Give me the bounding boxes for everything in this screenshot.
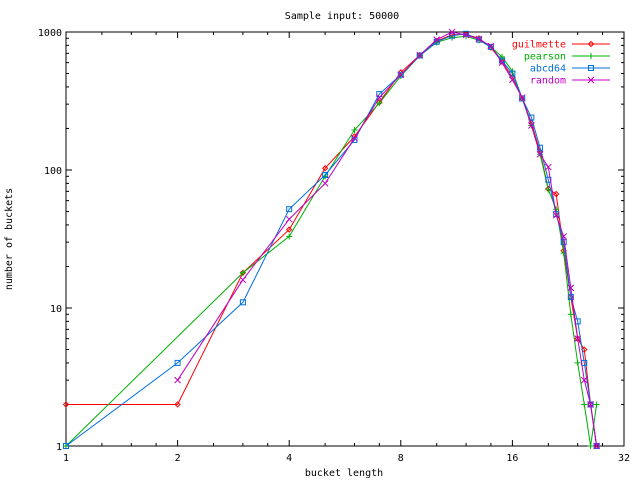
plot-frame [65, 31, 625, 447]
data-point [475, 35, 483, 43]
data-point [574, 335, 582, 342]
x-tick-label: 8 [398, 453, 404, 464]
y-tick-label: 1000 [38, 28, 62, 39]
data-point [285, 226, 293, 233]
data-point [593, 401, 600, 408]
data-point [544, 163, 552, 171]
x-tick-label: 32 [618, 453, 630, 464]
legend-label-guilmette: guilmette [512, 40, 566, 51]
y-tick-label: 1 [56, 442, 62, 453]
x-tick-label: 1 [63, 453, 69, 464]
data-point [593, 442, 600, 450]
x-tick-label: 2 [175, 453, 181, 464]
data-point [587, 443, 594, 449]
data-point [433, 36, 441, 44]
data-point [567, 294, 574, 301]
data-point [509, 76, 516, 84]
legend-marker-guilmette [587, 40, 595, 48]
legend-marker-abcd64 [588, 65, 594, 71]
data-point [499, 53, 506, 60]
data-point [239, 269, 246, 276]
data-point [581, 401, 588, 408]
legend-label-abcd64: abcd64 [530, 64, 566, 75]
data-point [322, 171, 329, 178]
legend-marker-pearson [588, 53, 594, 59]
data-point [286, 233, 293, 240]
data-point [552, 190, 560, 198]
legend-label-pearson: pearson [524, 52, 566, 63]
data-point [509, 70, 516, 77]
data-point [449, 32, 456, 39]
data-point [581, 346, 588, 353]
data-point [574, 359, 581, 366]
data-point [63, 443, 69, 449]
data-point [448, 28, 456, 36]
data-point [174, 376, 181, 384]
chart-title: Sample input: 50000 [285, 11, 399, 22]
x-axis-label: bucket length [305, 468, 383, 479]
data-point [552, 211, 560, 219]
data-point [174, 401, 181, 408]
data-point [62, 401, 70, 408]
data-point [239, 276, 247, 284]
data-point [416, 52, 423, 59]
data-point [519, 95, 526, 102]
legend-label-random: random [530, 76, 566, 87]
series-random [174, 28, 600, 450]
data-point [376, 91, 383, 98]
data-point [528, 122, 535, 129]
data-point [174, 359, 181, 366]
axes: 1 2 4 8 16 32 1 10 100 1000 [38, 28, 630, 464]
data-point [239, 299, 246, 306]
data-point [518, 94, 526, 101]
x-tick-label: 16 [506, 453, 518, 464]
data-point [397, 71, 404, 78]
y-tick-label: 100 [44, 166, 62, 177]
series-line-random [177, 31, 598, 447]
x-tick-label: 4 [286, 453, 292, 464]
data-point [285, 215, 293, 223]
y-axis-label: number of buckets [4, 188, 15, 290]
data-point [286, 206, 293, 213]
data-point [462, 31, 470, 39]
data-point [416, 51, 424, 59]
data-point [498, 59, 506, 66]
data-point [567, 311, 574, 318]
data-point [567, 284, 575, 292]
data-point [537, 144, 544, 151]
data-point [560, 233, 568, 240]
data-point [580, 376, 588, 384]
data-point [375, 94, 383, 101]
series-line-pearson [65, 35, 598, 447]
legend-marker-random [587, 76, 595, 84]
data-point [321, 165, 329, 172]
series-layer [62, 28, 600, 450]
y-tick-label: 10 [50, 304, 62, 315]
data-point [587, 401, 594, 408]
data-point [376, 100, 383, 107]
data-point [463, 30, 470, 37]
data-point [397, 71, 405, 79]
data-point [351, 134, 358, 142]
data-point [351, 126, 358, 133]
data-point [487, 42, 495, 50]
data-point [536, 150, 544, 158]
data-point [487, 43, 494, 50]
data-point [321, 180, 329, 187]
data-point [475, 36, 482, 43]
